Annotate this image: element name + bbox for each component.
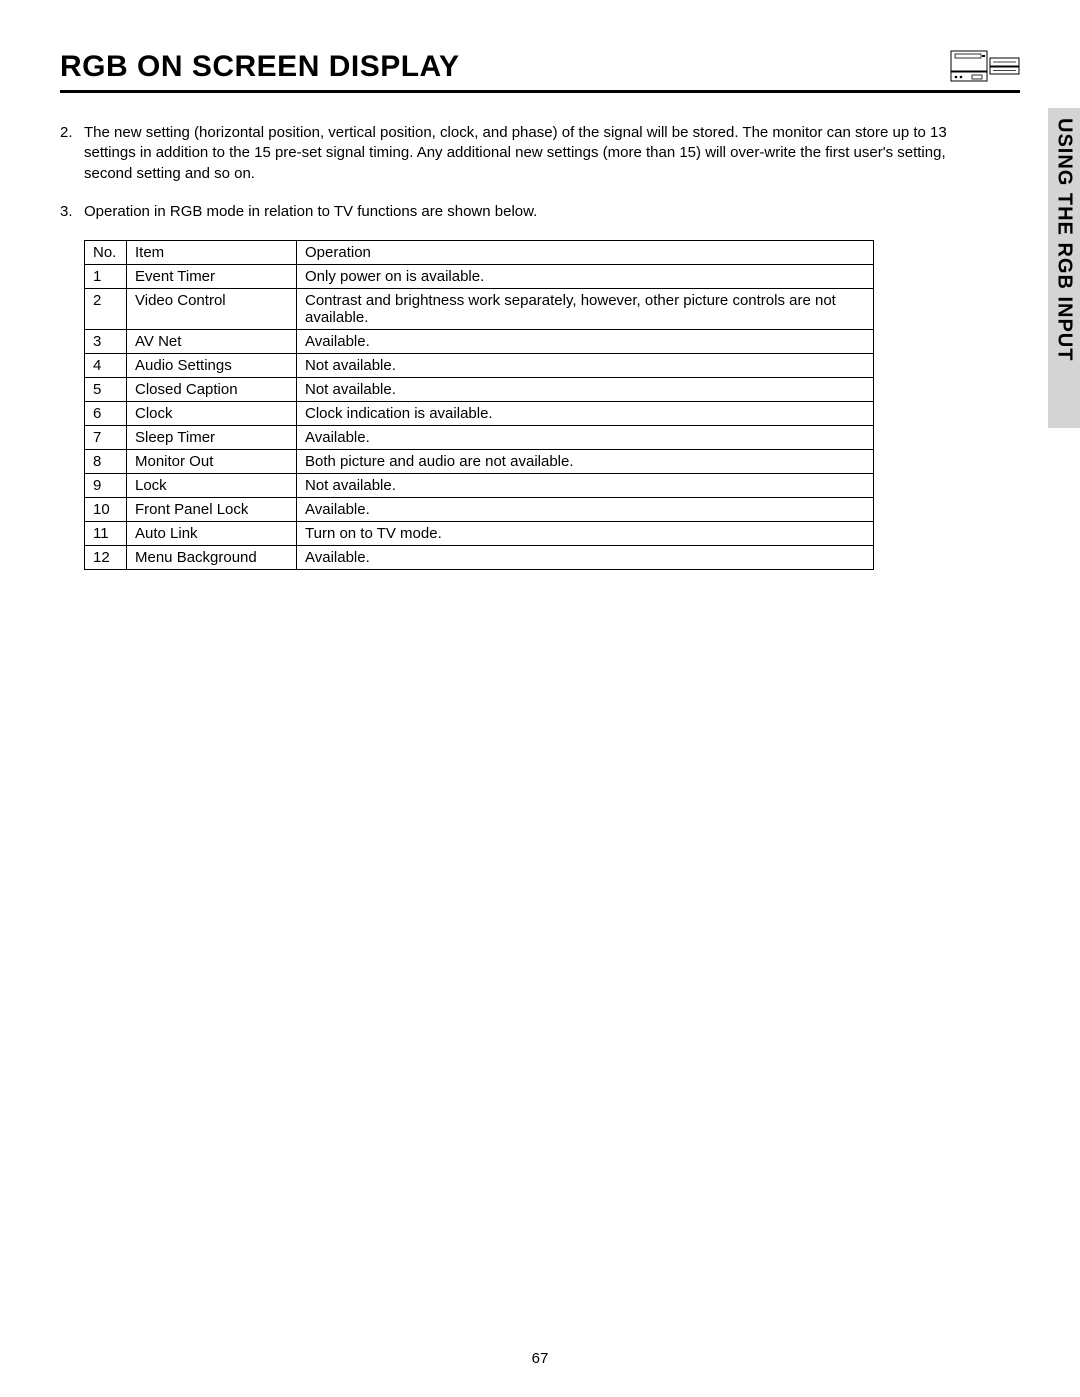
table-row: 9LockNot available. bbox=[85, 474, 874, 498]
list-text: The new setting (horizontal position, ve… bbox=[84, 123, 960, 184]
table-row: 12Menu BackgroundAvailable. bbox=[85, 546, 874, 570]
list-item-3: 3. Operation in RGB mode in relation to … bbox=[60, 202, 960, 222]
table-row: 6ClockClock indication is available. bbox=[85, 402, 874, 426]
col-header-operation: Operation bbox=[297, 241, 874, 265]
section-tab: USING THE RGB INPUT bbox=[1048, 108, 1080, 428]
cell-item: Audio Settings bbox=[127, 354, 297, 378]
cell-item: Closed Caption bbox=[127, 378, 297, 402]
cell-item: Clock bbox=[127, 402, 297, 426]
operations-table: No. Item Operation 1Event TimerOnly powe… bbox=[84, 240, 874, 570]
cell-no: 6 bbox=[85, 402, 127, 426]
cell-item: Sleep Timer bbox=[127, 426, 297, 450]
cell-operation: Contrast and brightness work separately,… bbox=[297, 289, 874, 330]
page-header: RGB ON SCREEN DISPLAY bbox=[60, 50, 1020, 93]
table-row: 10Front Panel LockAvailable. bbox=[85, 498, 874, 522]
table-row: 4Audio SettingsNot available. bbox=[85, 354, 874, 378]
cell-item: Video Control bbox=[127, 289, 297, 330]
table-header-row: No. Item Operation bbox=[85, 241, 874, 265]
table-row: 2Video ControlContrast and brightness wo… bbox=[85, 289, 874, 330]
col-header-item: Item bbox=[127, 241, 297, 265]
cell-no: 9 bbox=[85, 474, 127, 498]
cell-no: 8 bbox=[85, 450, 127, 474]
cell-no: 2 bbox=[85, 289, 127, 330]
list-text: Operation in RGB mode in relation to TV … bbox=[84, 202, 960, 222]
cell-operation: Only power on is available. bbox=[297, 265, 874, 289]
list-number: 3. bbox=[60, 202, 84, 222]
cell-item: Auto Link bbox=[127, 522, 297, 546]
cell-operation: Turn on to TV mode. bbox=[297, 522, 874, 546]
cell-no: 7 bbox=[85, 426, 127, 450]
table-body: 1Event TimerOnly power on is available.2… bbox=[85, 265, 874, 570]
cell-operation: Available. bbox=[297, 426, 874, 450]
list-number: 2. bbox=[60, 123, 84, 184]
col-header-no: No. bbox=[85, 241, 127, 265]
cell-operation: Not available. bbox=[297, 378, 874, 402]
cell-no: 4 bbox=[85, 354, 127, 378]
table-row: 7Sleep TimerAvailable. bbox=[85, 426, 874, 450]
cell-no: 12 bbox=[85, 546, 127, 570]
cell-operation: Available. bbox=[297, 330, 874, 354]
section-tab-label: USING THE RGB INPUT bbox=[1053, 118, 1076, 361]
cell-no: 11 bbox=[85, 522, 127, 546]
cell-item: Event Timer bbox=[127, 265, 297, 289]
page-number: 67 bbox=[0, 1350, 1080, 1367]
cell-operation: Both picture and audio are not available… bbox=[297, 450, 874, 474]
body-content: 2. The new setting (horizontal position,… bbox=[60, 123, 1020, 570]
table-row: 1Event TimerOnly power on is available. bbox=[85, 265, 874, 289]
table-row: 5Closed CaptionNot available. bbox=[85, 378, 874, 402]
cell-no: 1 bbox=[85, 265, 127, 289]
cell-operation: Not available. bbox=[297, 474, 874, 498]
list-item-2: 2. The new setting (horizontal position,… bbox=[60, 123, 960, 184]
cell-operation: Not available. bbox=[297, 354, 874, 378]
cell-operation: Available. bbox=[297, 498, 874, 522]
cell-no: 10 bbox=[85, 498, 127, 522]
table-row: 8Monitor OutBoth picture and audio are n… bbox=[85, 450, 874, 474]
device-icon bbox=[950, 50, 1020, 82]
cell-no: 3 bbox=[85, 330, 127, 354]
cell-item: AV Net bbox=[127, 330, 297, 354]
cell-item: Lock bbox=[127, 474, 297, 498]
cell-item: Menu Background bbox=[127, 546, 297, 570]
table-row: 3AV NetAvailable. bbox=[85, 330, 874, 354]
page-title: RGB ON SCREEN DISPLAY bbox=[60, 50, 459, 84]
cell-no: 5 bbox=[85, 378, 127, 402]
cell-operation: Clock indication is available. bbox=[297, 402, 874, 426]
cell-operation: Available. bbox=[297, 546, 874, 570]
cell-item: Monitor Out bbox=[127, 450, 297, 474]
cell-item: Front Panel Lock bbox=[127, 498, 297, 522]
table-row: 11Auto LinkTurn on to TV mode. bbox=[85, 522, 874, 546]
